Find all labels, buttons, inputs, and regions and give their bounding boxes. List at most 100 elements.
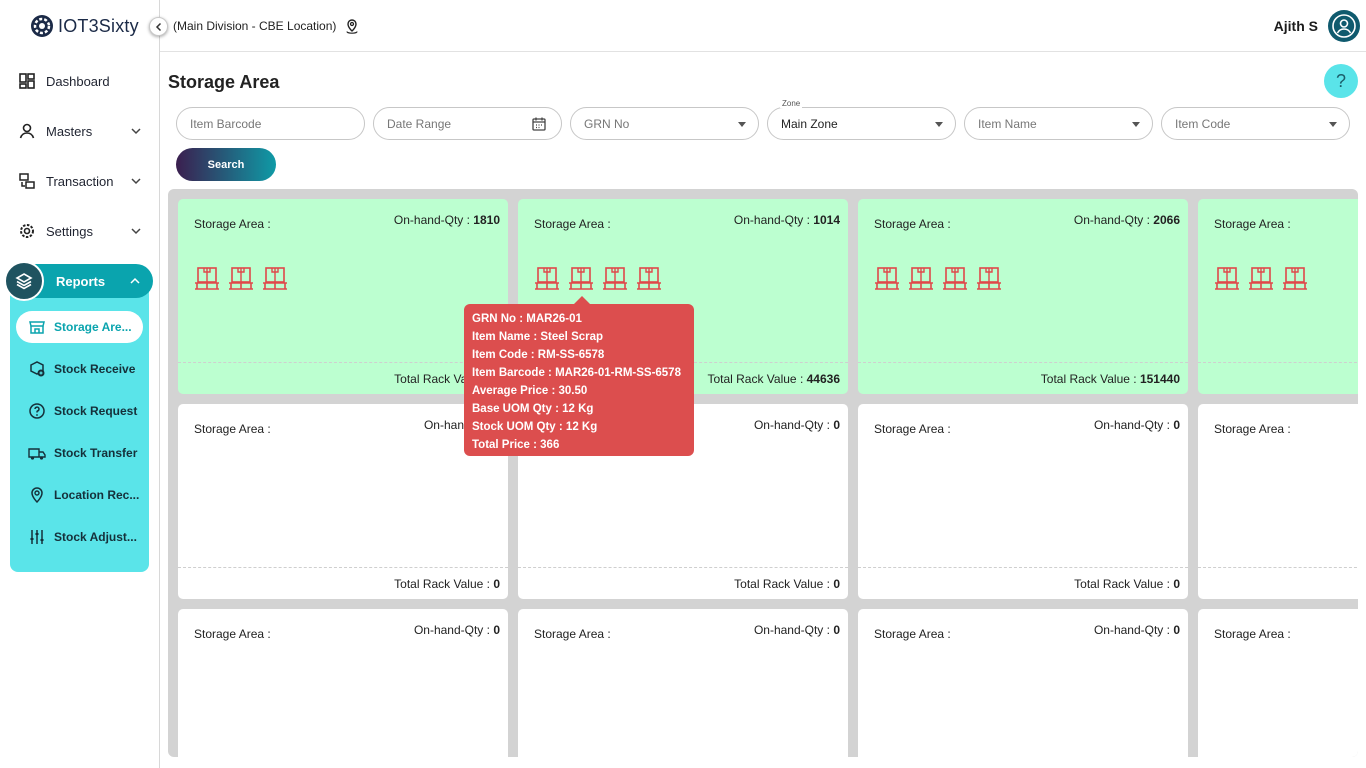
on-hand-qty: On-hand-Qty : 0 <box>1093 623 1180 637</box>
tooltip-base-uom: Base UOM Qty : 12 Kg <box>472 403 594 415</box>
item-barcode-input[interactable]: Item Barcode <box>176 107 365 140</box>
pallet-boxes <box>874 264 1002 290</box>
sub-stock-adjust[interactable]: Stock Adjust... <box>16 521 143 553</box>
storage-area-label: Storage Area : <box>1214 422 1291 436</box>
pallet-box-icon[interactable] <box>976 264 1002 290</box>
pallet-box-icon[interactable] <box>1282 264 1308 290</box>
on-hand-qty-value: 0 <box>1173 418 1180 432</box>
storage-card[interactable]: Storage Area : On-hand-Qty : 0 <box>518 609 848 757</box>
location-selector[interactable]: (Main Division - CBE Location) <box>173 18 360 34</box>
on-hand-qty: On-hand-Qty : 0 <box>753 418 840 432</box>
sub-storage-area[interactable]: Storage Are... <box>16 311 143 343</box>
pallet-box-icon[interactable] <box>1248 264 1274 290</box>
sub-stock-request[interactable]: Stock Request <box>16 395 143 427</box>
transaction-icon <box>19 173 35 189</box>
pallet-box-icon[interactable] <box>942 264 968 290</box>
card-divider <box>858 362 1188 363</box>
pallet-box-icon[interactable] <box>228 264 254 290</box>
pallet-box-icon[interactable] <box>568 264 594 290</box>
total-rack-value: Total Rack Value : 151440 <box>1040 372 1180 386</box>
storage-card[interactable]: Storage Area : On-hand-Qty : 0 <box>858 609 1188 757</box>
avatar-icon[interactable] <box>1328 10 1360 42</box>
storage-card[interactable]: Storage Area :On-hand-Qty : Total Rack V… <box>1198 404 1358 599</box>
sub-location-rec[interactable]: Location Rec... <box>16 479 143 511</box>
total-rack-value: Total Rack Value : 44636 <box>707 372 840 386</box>
total-rack-value-number: 0 <box>1173 577 1180 591</box>
on-hand-qty: On-hand-Qty : 1014 <box>733 213 840 227</box>
tooltip-item-name: Item Name : Steel Scrap <box>472 331 604 343</box>
pallet-box-icon[interactable] <box>602 264 628 290</box>
user-icon <box>19 123 35 139</box>
storage-card[interactable]: Storage Area :On-hand-Qty : Total Rack V… <box>178 404 508 599</box>
pallet-boxes <box>534 264 662 290</box>
sidebar: IOT3Sixty Dashboard Masters Transaction … <box>0 0 160 768</box>
storage-card[interactable]: Storage Area : On-hand-Qty : 0 <box>178 609 508 757</box>
on-hand-qty: On-hand-Qty : 0 <box>413 623 500 637</box>
pallet-box-icon[interactable] <box>1214 264 1240 290</box>
collapse-sidebar-button[interactable] <box>149 17 168 36</box>
nav-settings[interactable]: Settings <box>18 218 146 244</box>
question-icon <box>29 403 45 419</box>
item-code-select[interactable]: Item Code <box>1161 107 1350 140</box>
on-hand-qty-value: 0 <box>493 623 500 637</box>
box-receive-icon <box>30 361 45 377</box>
storage-card[interactable]: Storage Area : On-hand-Qty : 2066 Total Ra… <box>858 199 1188 394</box>
page-title: Storage Area <box>168 72 280 92</box>
date-range-placeholder: Date Range <box>387 116 452 131</box>
user-menu[interactable]: Ajith S <box>1274 10 1360 42</box>
help-button[interactable]: ? <box>1324 64 1358 98</box>
sub-stock-transfer[interactable]: Stock Transfer <box>16 437 143 469</box>
pallet-box-icon[interactable] <box>194 264 220 290</box>
nav-dashboard[interactable]: Dashboard <box>18 68 146 94</box>
total-rack-value-number: 44636 <box>806 372 840 386</box>
item-barcode-placeholder: Item Barcode <box>190 116 262 131</box>
item-name-placeholder: Item Name <box>978 116 1037 131</box>
storage-card[interactable]: Storage Area : On-hand-Qty : 0 Total Rack … <box>858 404 1188 599</box>
nav-reports[interactable]: Reports <box>4 261 153 301</box>
on-hand-qty: On-hand-Qty : 0 <box>753 623 840 637</box>
total-rack-value: Total Rack Value : 0 <box>734 577 840 591</box>
nav-dashboard-label: Dashboard <box>46 73 110 89</box>
nav-masters-label: Masters <box>46 123 93 139</box>
storage-card[interactable]: Storage Area : On-hand-Qty : 1810 Total Ra… <box>178 199 508 394</box>
pallet-box-icon[interactable] <box>874 264 900 290</box>
pallet-box-icon[interactable] <box>534 264 560 290</box>
storage-area-label: Storage Area : <box>1214 627 1291 641</box>
storage-area-label: Storage Area : <box>194 422 271 436</box>
pallet-box-icon[interactable] <box>908 264 934 290</box>
calendar-icon[interactable] <box>531 116 547 132</box>
sub-stock-receive[interactable]: Stock Receive <box>16 353 143 385</box>
total-rack-value-number: 0 <box>493 577 500 591</box>
pallet-boxes <box>194 264 288 290</box>
card-divider <box>1198 362 1358 363</box>
storage-area-label: Storage Area : <box>1214 217 1291 231</box>
user-name: Ajith S <box>1273 18 1318 34</box>
nav-settings-label: Settings <box>46 223 93 239</box>
sub-stock-request-label: Stock Request <box>54 404 138 418</box>
app-logo[interactable]: IOT3Sixty <box>30 14 139 38</box>
pallet-box-icon[interactable] <box>636 264 662 290</box>
nav-masters[interactable]: Masters <box>18 118 146 144</box>
settings-icon <box>20 224 34 238</box>
storage-card[interactable]: Storage Area :On-hand-Qty : Total Rack V… <box>1198 199 1358 394</box>
topbar: (Main Division - CBE Location) Ajith S <box>160 0 1366 52</box>
sub-location-rec-label: Location Rec... <box>54 488 140 502</box>
item-name-select[interactable]: Item Name <box>964 107 1153 140</box>
item-tooltip: GRN No : MAR26-01 Item Name : Steel Scra… <box>464 296 694 456</box>
card-divider <box>858 567 1188 568</box>
pallet-box-icon[interactable] <box>262 264 288 290</box>
zone-select[interactable]: Main Zone <box>767 107 956 140</box>
sliders-icon <box>30 530 44 544</box>
chevron-down-icon <box>131 228 141 235</box>
storage-card[interactable]: Storage Area :On-hand-Qty : <box>1198 609 1358 757</box>
sub-storage-area-label: Storage Are... <box>54 320 132 334</box>
date-range-input[interactable]: Date Range <box>373 107 562 140</box>
total-rack-value: Total Rack Value : 0 <box>394 577 500 591</box>
search-button[interactable]: Search <box>176 148 276 181</box>
storage-area-label: Storage Area : <box>874 217 951 231</box>
chevron-down-icon <box>131 178 141 185</box>
nav-reports-label: Reports <box>56 273 106 289</box>
dropdown-caret-icon <box>935 122 943 127</box>
nav-transaction[interactable]: Transaction <box>18 168 146 194</box>
grn-no-select[interactable]: GRN No <box>570 107 759 140</box>
